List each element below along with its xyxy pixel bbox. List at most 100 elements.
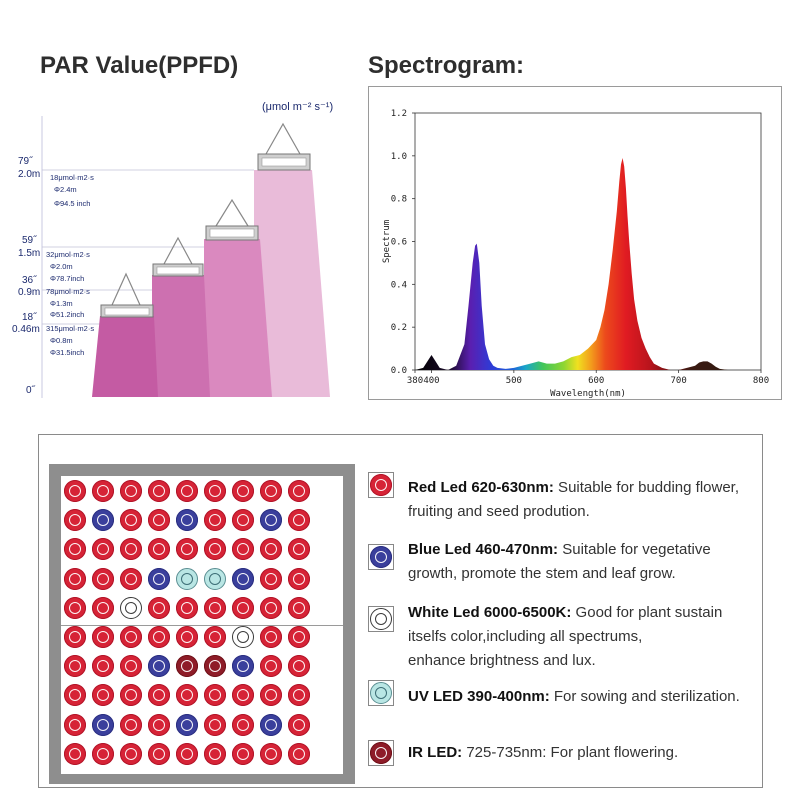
legend-desc: fruiting and seed prodution. <box>408 503 590 520</box>
blue-led <box>176 509 198 532</box>
red-led <box>288 684 310 707</box>
ir-led <box>176 655 198 678</box>
spectrum-area <box>415 158 729 370</box>
blue-led <box>260 713 282 736</box>
x-tick-label: 380 <box>407 376 423 386</box>
led-grid <box>61 476 343 774</box>
red-led <box>176 742 198 765</box>
legend-desc: 725-735nm: For plant flowering. <box>462 744 679 761</box>
blue-led <box>148 655 170 678</box>
red-led <box>148 626 170 648</box>
height-m-label: 0.46m <box>12 324 40 335</box>
coverage-diameter-m: Φ1.3m <box>50 299 73 308</box>
red-led <box>204 480 226 502</box>
red-led <box>120 684 142 707</box>
legend-swatch-red <box>368 472 394 498</box>
white-led <box>120 596 142 619</box>
red-led <box>288 596 310 619</box>
red-led <box>148 684 170 707</box>
height-inch-label: 18˝ <box>22 311 37 323</box>
red-led <box>92 567 114 590</box>
light-cone-0-46m <box>92 316 158 397</box>
red-led <box>92 742 114 765</box>
red-led <box>204 509 226 532</box>
red-led <box>204 713 226 736</box>
lamp-fixture-2m <box>257 122 311 171</box>
height-inch-label: 59˝ <box>22 234 37 246</box>
red-led <box>92 480 114 502</box>
red-led <box>204 742 226 765</box>
red-led <box>288 538 310 561</box>
x-tick-label: 600 <box>588 376 604 386</box>
y-tick-label: 1.2 <box>391 109 407 119</box>
legend-swatch-blue <box>368 544 394 570</box>
red-led <box>260 567 282 590</box>
spectrogram-title: Spectrogram: <box>368 52 525 79</box>
red-led <box>232 509 254 532</box>
red-led <box>260 655 282 678</box>
legend-item-white: White Led 6000-6500K: Good for plant sus… <box>408 601 768 673</box>
red-led <box>64 742 86 765</box>
legend-item-uv: UV LED 390-400nm: For sowing and sterili… <box>408 685 768 709</box>
red-led <box>64 509 86 532</box>
red-led <box>288 742 310 765</box>
red-led-icon <box>370 474 392 496</box>
red-led <box>148 538 170 561</box>
red-led <box>64 538 86 561</box>
red-led <box>232 713 254 736</box>
coverage-diameter-m: Φ0.8m <box>50 336 73 345</box>
height-m-label: 1.5m <box>18 248 40 259</box>
ppfd-value: 18μmol·m2·s <box>50 173 94 182</box>
red-led <box>176 684 198 707</box>
red-led <box>176 596 198 619</box>
legend-title: Blue Led 460-470nm: <box>408 541 559 558</box>
legend-title: White Led 6000-6500K: <box>408 604 572 621</box>
red-led <box>232 596 254 619</box>
red-led <box>288 626 310 648</box>
red-led <box>232 742 254 765</box>
spectrogram-frame: 0.0 0.2 0.4 0.6 0.8 1.0 1.2 380 400 500 600 700 800 … <box>368 86 782 400</box>
red-led <box>204 684 226 707</box>
red-led <box>288 509 310 532</box>
y-tick-label: 1.0 <box>391 152 407 162</box>
blue-led <box>232 655 254 678</box>
red-led <box>148 713 170 736</box>
lamp-fixture-0-46m <box>100 272 154 318</box>
red-led <box>148 596 170 619</box>
red-led <box>260 480 282 502</box>
red-led <box>64 626 86 648</box>
red-led <box>64 713 86 736</box>
red-led <box>120 655 142 678</box>
x-tick-label: 800 <box>753 376 769 386</box>
ppfd-value: 315μmol·m2·s <box>46 324 94 333</box>
legend-desc: Suitable for vegetative <box>558 541 711 558</box>
y-axis-label: Spectrum <box>382 220 392 263</box>
legend-desc: For sowing and sterilization. <box>549 688 740 705</box>
red-led <box>260 596 282 619</box>
red-led <box>92 684 114 707</box>
coverage-diameter-m: Φ2.4m <box>54 185 77 194</box>
red-led <box>148 742 170 765</box>
coverage-diameter-inch: Φ78.7inch <box>50 274 84 283</box>
red-led <box>288 655 310 678</box>
par-title: PAR Value(PPFD) <box>40 52 239 79</box>
led-board <box>61 476 343 774</box>
red-led <box>120 742 142 765</box>
par-diagram: (μmol m⁻² s⁻¹) 79˝ 2.0m 59˝ 1.5m 36˝ 0.9… <box>12 101 333 398</box>
red-led <box>120 626 142 648</box>
legend-swatch-uv <box>368 680 394 706</box>
blue-led <box>148 567 170 590</box>
red-led <box>64 567 86 590</box>
legend-item-ir: IR LED: 725-735nm: For plant flowering. <box>408 741 768 765</box>
legend-title: UV LED 390-400nm: <box>408 688 550 705</box>
x-tick-label: 400 <box>423 376 439 386</box>
blue-led <box>176 713 198 736</box>
blue-led-icon <box>370 546 392 568</box>
white-led-icon <box>370 608 392 630</box>
y-tick-label: 0.4 <box>391 280 407 290</box>
coverage-diameter-inch: Φ31.5inch <box>50 348 84 357</box>
height-inch-label: 79˝ <box>18 155 33 167</box>
board-seam <box>61 625 343 626</box>
red-led <box>64 684 86 707</box>
legend-desc: enhance brightness and lux. <box>408 652 596 669</box>
